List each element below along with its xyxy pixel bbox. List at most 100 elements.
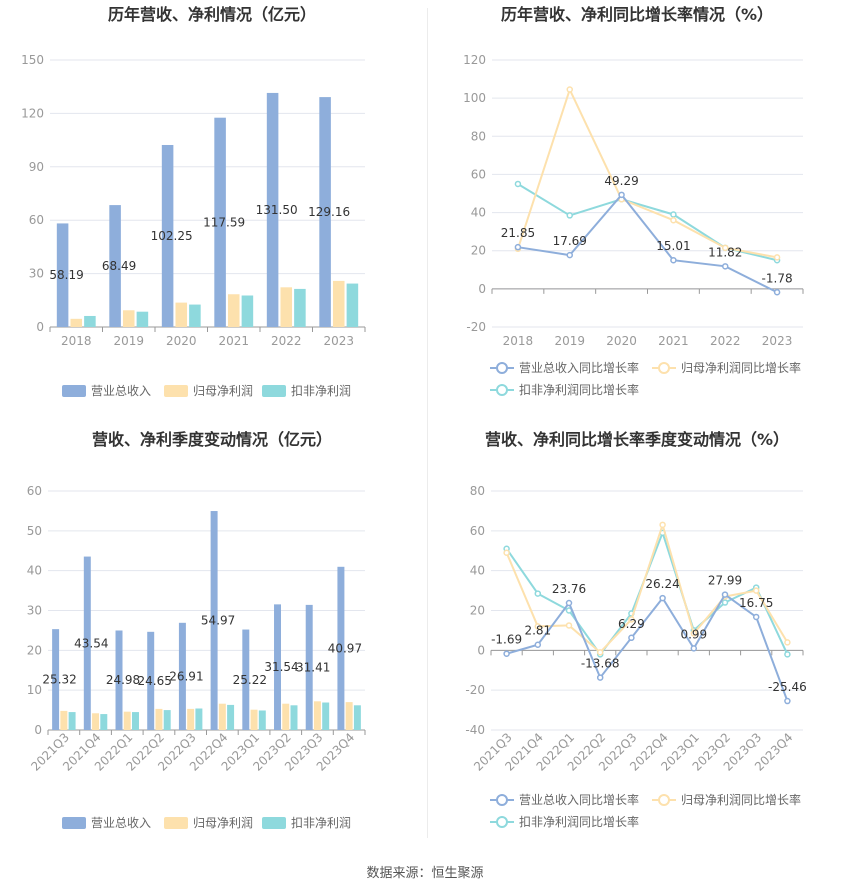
y-tick-label: 40 (471, 206, 486, 220)
legend-label: 归母净利润同比增长率 (681, 792, 801, 807)
bar (56, 223, 69, 327)
data-source-note: 数据来源：恒生聚源 (366, 866, 484, 881)
legend-swatch (62, 817, 86, 829)
quarterly-revenue-profit-chart: 营收、净利季度变动情况（亿元） 0 10 20 30 40 50 60 2021Q3 2021Q4… (0, 425, 425, 850)
bar (163, 710, 171, 730)
legend-swatch (496, 816, 508, 828)
x-tick-label: 2023 (323, 334, 354, 348)
bar (227, 704, 235, 730)
data-label: 40.97 (328, 641, 362, 655)
bar (332, 280, 345, 327)
data-point (514, 180, 522, 188)
legend-label: 扣非净利润 (291, 384, 351, 398)
bar (313, 701, 321, 730)
y-tick-label: 120 (463, 53, 486, 67)
x-tick-label: 2023 (762, 334, 793, 348)
x-tick-label: 2022 (710, 334, 741, 348)
legend-swatch (62, 385, 86, 397)
x-tick-label: 2022 (271, 334, 302, 348)
annual-growth-rate-chart: 历年营收、净利同比增长率情况（%） -20 0 20 40 60 80 100 120 2018 2… (425, 0, 850, 425)
data-point (659, 594, 666, 602)
y-tick-label: 30 (27, 604, 42, 618)
y-tick-label: 80 (471, 129, 486, 143)
bar (100, 714, 108, 730)
legend: 营业总收入 归母净利润 扣非净利润 (62, 816, 351, 830)
legend-label: 营业总收入 (91, 816, 151, 830)
data-point (565, 622, 573, 629)
annual-revenue-profit-chart: 历年营收、净利情况（亿元） 0 30 60 90 120 150 2018 2019 2020 20… (0, 0, 425, 425)
data-label: 25.32 (42, 673, 76, 687)
bar (214, 117, 226, 328)
y-tick-label: 40 (470, 564, 485, 578)
bar (83, 556, 91, 730)
bar (250, 709, 258, 730)
bar (52, 629, 60, 730)
bar (227, 294, 240, 327)
data-label: -1.69 (491, 633, 522, 647)
bar (353, 705, 361, 730)
legend-label: 扣非净利润 (291, 816, 351, 830)
y-tick-label: 30 (29, 267, 44, 281)
data-point (565, 599, 573, 607)
x-tick-label: 2018 (61, 334, 92, 348)
bar (280, 287, 293, 327)
y-tick-label: 90 (29, 160, 44, 174)
legend-label: 扣非净利润同比增长率 (519, 382, 639, 397)
data-point (503, 650, 510, 657)
data-point (784, 639, 791, 646)
data-label: 26.24 (645, 577, 679, 591)
bar (70, 318, 83, 327)
data-point (534, 623, 542, 630)
data-label: 11.82 (708, 245, 742, 259)
data-label: 102.25 (151, 229, 193, 243)
data-point (618, 191, 625, 199)
x-tick-label: 2021 (218, 334, 249, 348)
chart-title: 历年营收、净利情况（亿元） (108, 5, 316, 24)
y-tick-label: 0 (34, 723, 42, 737)
y-tick-label: 120 (21, 106, 44, 120)
data-point (670, 211, 677, 218)
data-label: 6.29 (618, 617, 645, 631)
data-label: 24.98 (106, 673, 140, 687)
bar (115, 630, 123, 730)
chart-title: 营收、净利同比增长率季度变动情况（%） (485, 430, 789, 449)
data-point (596, 649, 604, 656)
y-tick-label: 40 (27, 564, 42, 578)
bar (136, 311, 149, 327)
legend: 营业总收入 归母净利润 扣非净利润 (62, 384, 351, 398)
data-label: 0.99 (680, 627, 707, 641)
data-label: 25.22 (233, 673, 267, 687)
bar (122, 310, 135, 327)
bar (258, 710, 266, 730)
bar (346, 283, 359, 327)
y-tick-label: -40 (465, 723, 485, 737)
data-label: 27.99 (708, 574, 742, 588)
data-label: 54.97 (201, 614, 235, 628)
bar (290, 705, 298, 730)
data-label: 21.85 (501, 226, 535, 240)
legend-swatch (496, 384, 508, 396)
chart-svg: 历年营收、净利情况（亿元） 0 30 60 90 120 150 2018 2019 2020 20… (21, 5, 366, 398)
y-tick-label: 60 (470, 524, 485, 538)
data-point (722, 244, 729, 252)
data-label: 15.01 (656, 239, 690, 253)
data-point (784, 651, 791, 658)
x-tick-label: 2021 (658, 334, 689, 348)
y-tick-label: 20 (27, 643, 42, 657)
data-label: 129.16 (308, 205, 350, 219)
x-tick-label: 2018 (503, 334, 534, 348)
y-tick-label: 60 (471, 167, 486, 181)
data-point (721, 591, 729, 598)
legend-label: 扣非净利润同比增长率 (519, 814, 639, 829)
data-point (628, 634, 635, 642)
legend-label: 营业总收入同比增长率 (519, 792, 639, 807)
data-point (659, 521, 666, 529)
series-line (505, 521, 789, 654)
legend-label: 归母净利润 (193, 384, 253, 398)
data-point (722, 263, 729, 270)
data-point (596, 674, 604, 681)
legend-swatch (658, 362, 670, 374)
data-label: 31.54 (264, 660, 298, 674)
legend-swatch (496, 362, 508, 374)
